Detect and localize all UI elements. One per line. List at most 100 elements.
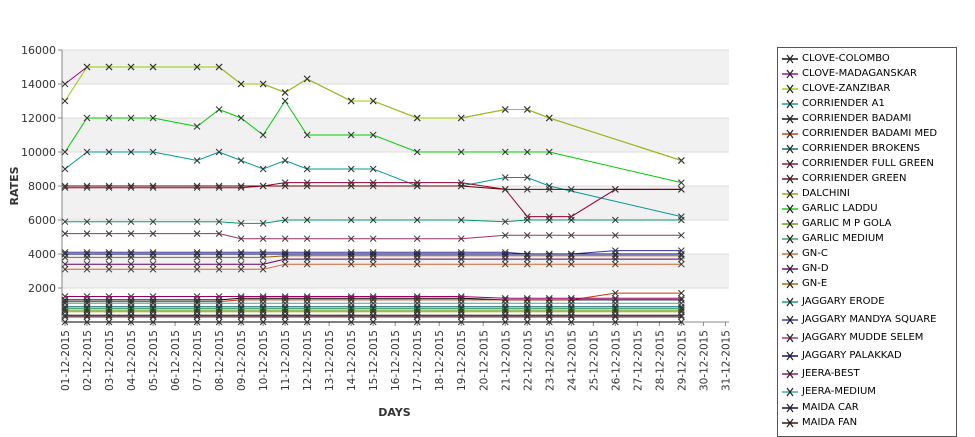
data-point xyxy=(193,218,201,226)
data-point xyxy=(523,106,531,113)
data-point xyxy=(193,293,201,300)
data-point xyxy=(61,250,69,258)
legend-marker xyxy=(782,315,798,325)
data-point xyxy=(611,250,619,258)
data-point xyxy=(105,148,113,156)
data-point xyxy=(413,114,421,122)
data-point xyxy=(369,305,377,312)
data-point xyxy=(413,260,421,268)
data-point xyxy=(259,293,267,300)
data-point xyxy=(127,114,135,122)
data-point xyxy=(545,231,553,239)
data-point xyxy=(523,231,531,239)
data-point xyxy=(149,148,157,156)
legend-label: JEERA-MEDIUM xyxy=(802,386,876,397)
x-tick-label: 07-12-2015 xyxy=(192,330,204,391)
data-point xyxy=(611,289,619,297)
data-point xyxy=(259,220,267,227)
data-point xyxy=(678,186,685,193)
data-point xyxy=(149,305,157,312)
x-axis-title: DAYS xyxy=(378,406,411,419)
data-point xyxy=(303,75,311,83)
legend-item: CORRIENDER BADAMI xyxy=(778,112,956,126)
data-point xyxy=(105,265,113,273)
x-tick-label: 24-12-2015 xyxy=(566,330,578,391)
data-point xyxy=(215,63,223,71)
legend-label: CORRIENDER BROKENS xyxy=(802,143,921,154)
grid-band xyxy=(62,186,729,220)
data-point xyxy=(413,305,421,312)
legend-label: CLOVE-ZANZIBAR xyxy=(802,83,891,94)
data-point xyxy=(501,313,509,321)
data-point xyxy=(501,260,509,268)
data-point xyxy=(83,250,91,258)
data-point xyxy=(215,318,223,326)
legend-marker xyxy=(782,99,798,109)
data-point xyxy=(83,293,91,300)
data-point xyxy=(369,235,377,243)
data-point xyxy=(501,305,509,312)
data-point xyxy=(83,182,91,190)
legend-marker xyxy=(782,84,798,94)
data-point xyxy=(127,265,135,273)
data-point xyxy=(105,182,113,190)
data-point xyxy=(369,250,377,258)
data-point xyxy=(347,165,355,173)
data-point xyxy=(413,182,421,190)
legend-label: GN-E xyxy=(802,278,828,289)
x-tick-label: 29-12-2015 xyxy=(676,330,688,391)
data-point xyxy=(678,294,685,302)
data-point xyxy=(545,294,553,302)
data-point xyxy=(149,299,157,307)
legend-label: CORRIENDER A1 xyxy=(802,98,885,109)
data-point xyxy=(611,231,619,239)
x-tick-label: 19-12-2015 xyxy=(456,330,468,391)
data-point xyxy=(303,318,311,326)
data-point xyxy=(457,293,465,300)
data-point xyxy=(215,305,223,312)
series-garlic-laddu xyxy=(61,97,685,186)
data-point xyxy=(523,318,531,326)
data-point xyxy=(215,182,223,190)
data-point xyxy=(259,250,267,258)
data-point xyxy=(149,313,157,321)
data-point xyxy=(281,97,289,105)
data-point xyxy=(127,313,135,321)
series-clove-zanzibar xyxy=(61,63,685,164)
legend-item: MAIDA CAR xyxy=(778,401,956,415)
legend-label: MAIDA FAN xyxy=(802,417,858,428)
x-tick-label: 21-12-2015 xyxy=(500,330,512,391)
data-point xyxy=(501,218,509,226)
legend-item: JAGGARY PALAKKAD xyxy=(778,349,956,363)
data-point xyxy=(105,63,113,71)
legend-marker xyxy=(782,54,798,64)
data-point xyxy=(567,294,575,302)
legend-label: JAGGARY MUDDE SELEM xyxy=(802,332,924,343)
data-point xyxy=(149,230,157,237)
data-point xyxy=(457,318,465,326)
data-point xyxy=(127,148,135,156)
data-point xyxy=(105,293,113,300)
data-point xyxy=(281,182,289,190)
series-jaggary-palakkad xyxy=(61,250,685,258)
data-point xyxy=(678,250,685,258)
data-point xyxy=(347,260,355,268)
data-point xyxy=(545,250,553,258)
x-tick-label: 31-12-2015 xyxy=(720,330,732,391)
data-point xyxy=(149,250,157,258)
data-point xyxy=(193,260,201,268)
legend-label: DALCHINI xyxy=(802,188,850,199)
y-tick-label: 6000 xyxy=(28,214,56,227)
data-point xyxy=(303,313,311,321)
data-point xyxy=(523,148,531,156)
data-point xyxy=(127,299,135,307)
legend-marker xyxy=(782,204,798,214)
x-tick-label: 17-12-2015 xyxy=(412,330,424,391)
data-point xyxy=(678,157,685,164)
data-point xyxy=(237,80,245,88)
x-tick-label: 28-12-2015 xyxy=(654,330,666,391)
data-point xyxy=(303,293,311,300)
data-point xyxy=(523,186,531,193)
legend-label: JAGGARY MANDYA SQUARE xyxy=(802,314,937,325)
data-point xyxy=(347,299,355,307)
